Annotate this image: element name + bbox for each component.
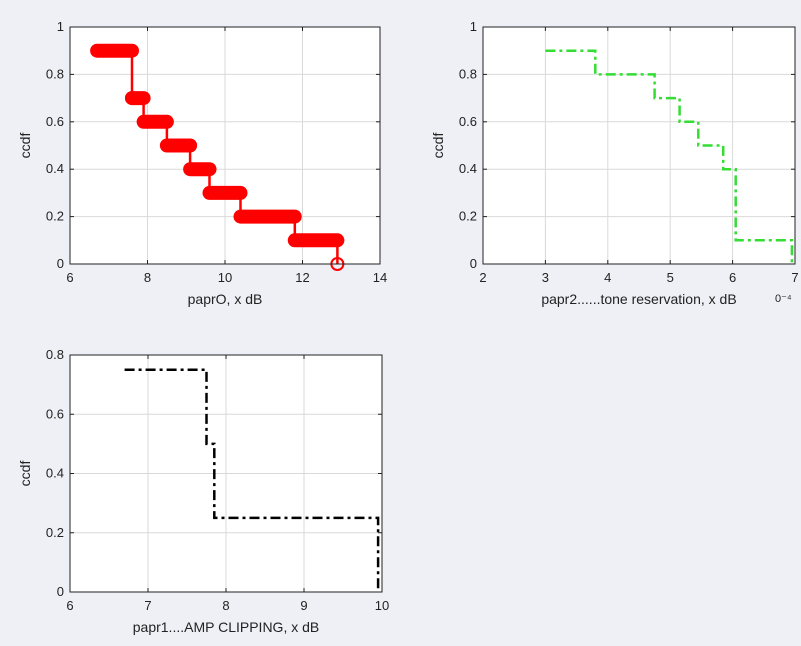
y-axis-label: ccdf [430,133,446,159]
x-tick-label: 6 [66,270,73,285]
y-tick-label: 0.4 [46,161,64,176]
y-tick-label: 0 [57,584,64,599]
x-tick-label: 6 [729,270,736,285]
chart-panel-3: 6 7 8 9 10 0 0.2 0.4 0.6 0.8 papr1....AMP CLIPPING… [17,347,389,635]
x-tick-label: 2 [479,270,486,285]
series-line [124,368,380,592]
y-tick-label: 0.4 [46,466,64,481]
chart-panel-2: 2 3 4 5 6 7 0 0.2 0.4 0.6 0.8 1 papr2......tone rese… [430,19,799,307]
y-tick-label: 0 [57,256,64,271]
y-tick-label: 1 [57,19,64,34]
y-axis-label: ccdf [17,133,33,159]
x-tick-label: 14 [373,270,387,285]
axes-box [482,26,796,265]
x-axis-label: paprO, x dB [188,291,263,307]
y-tick-label: 0.6 [46,114,64,129]
x-axis-exponent: 0⁻⁴ [775,293,792,305]
y-tick-label: 0.2 [459,209,477,224]
x-axis-label: papr2......tone reservation, x dB [541,291,736,307]
x-tick-label: 8 [144,270,151,285]
series-line [545,49,794,264]
y-tick-label: 0.8 [46,347,64,362]
y-tick-label: 0.8 [459,66,477,81]
chart-panel-1: 6 8 10 12 14 0 0.2 0.4 0.6 0.8 1 paprO, x dB ccdf [17,19,387,307]
y-tick-label: 0.2 [46,525,64,540]
x-tick-label: 7 [144,598,151,613]
y-axis-label: ccdf [17,461,33,487]
y-tick-label: 0.4 [459,161,477,176]
x-tick-label: 6 [66,598,73,613]
y-tick-label: 1 [470,19,477,34]
y-tick-label: 0.6 [459,114,477,129]
y-tick-label: 0 [470,256,477,271]
plot-area [483,27,795,264]
x-tick-label: 4 [604,270,611,285]
x-tick-label: 10 [375,598,389,613]
x-tick-label: 8 [222,598,229,613]
x-axis-label: papr1....AMP CLIPPING, x dB [133,619,319,635]
x-tick-label: 7 [791,270,798,285]
x-tick-label: 3 [542,270,549,285]
x-tick-label: 12 [295,270,309,285]
x-tick-label: 10 [218,270,232,285]
series-marker [125,91,139,106]
y-tick-label: 0.6 [46,406,64,421]
y-tick-label: 0.2 [46,209,64,224]
y-tick-label: 0.8 [46,66,64,81]
x-tick-label: 5 [667,270,674,285]
x-tick-label: 9 [300,598,307,613]
